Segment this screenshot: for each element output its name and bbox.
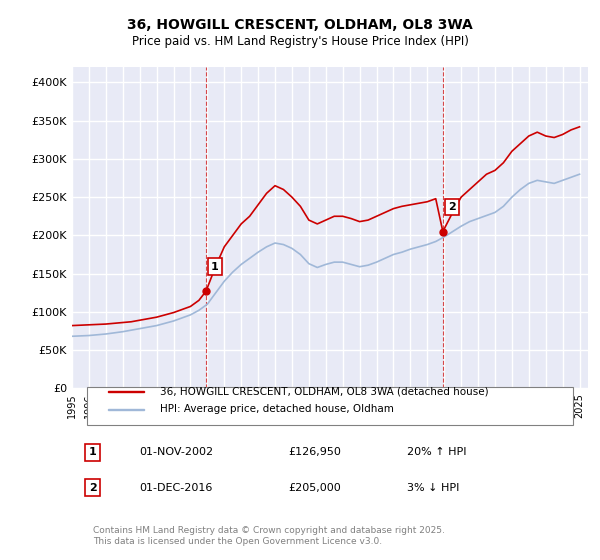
Text: Price paid vs. HM Land Registry's House Price Index (HPI): Price paid vs. HM Land Registry's House … — [131, 35, 469, 49]
Text: 20% ↑ HPI: 20% ↑ HPI — [407, 447, 467, 458]
Text: 01-DEC-2016: 01-DEC-2016 — [139, 483, 212, 493]
Text: 2: 2 — [89, 483, 97, 493]
FancyArrow shape — [108, 391, 144, 392]
Text: 3% ↓ HPI: 3% ↓ HPI — [407, 483, 460, 493]
Text: 1: 1 — [211, 262, 219, 272]
FancyBboxPatch shape — [88, 386, 572, 425]
Text: £126,950: £126,950 — [289, 447, 341, 458]
Text: HPI: Average price, detached house, Oldham: HPI: Average price, detached house, Oldh… — [160, 404, 394, 414]
Text: 01-NOV-2002: 01-NOV-2002 — [139, 447, 213, 458]
Text: £205,000: £205,000 — [289, 483, 341, 493]
Text: 36, HOWGILL CRESCENT, OLDHAM, OL8 3WA: 36, HOWGILL CRESCENT, OLDHAM, OL8 3WA — [127, 18, 473, 32]
Text: Contains HM Land Registry data © Crown copyright and database right 2025.
This d: Contains HM Land Registry data © Crown c… — [92, 526, 445, 545]
Text: 2: 2 — [448, 202, 455, 212]
Text: 1: 1 — [89, 447, 97, 458]
Text: 36, HOWGILL CRESCENT, OLDHAM, OL8 3WA (detached house): 36, HOWGILL CRESCENT, OLDHAM, OL8 3WA (d… — [160, 386, 488, 396]
